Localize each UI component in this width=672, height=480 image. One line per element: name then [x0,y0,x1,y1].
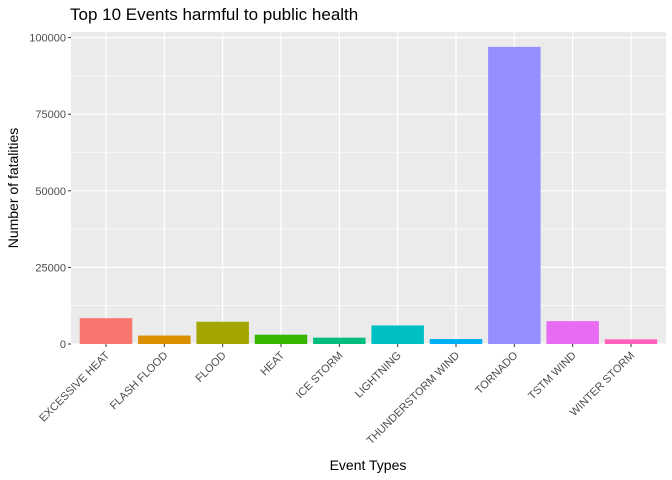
plot-panel [71,32,666,344]
bar-heat [254,334,308,344]
y-tick-label: 0 [60,339,66,351]
y-axis-title: Number of fatalities [5,128,21,249]
bar-winter-storm [604,339,658,344]
y-tick-label: 100000 [29,33,66,45]
bar-flood [196,321,249,344]
bar-ice-storm [313,337,366,344]
bar-excessive-heat [79,318,133,344]
chart-title: Top 10 Events harmful to public health [70,5,358,24]
major-gridlines [71,32,666,345]
bar-tstm-wind [546,321,599,344]
bar-lightning [371,325,424,344]
bar-flash-flood [138,335,191,344]
y-tick-label: 50000 [35,186,66,198]
bars [79,46,658,344]
x-axis-title: Event Types [330,457,407,473]
minor-gridlines [71,75,666,307]
y-axis: 0 25000 50000 75000 100000 [29,33,71,351]
y-tick-label: 75000 [35,109,66,121]
bar-thunderstorm-wind [429,339,483,344]
y-tick-label: 25000 [35,262,66,274]
bar-tornado [488,46,541,344]
